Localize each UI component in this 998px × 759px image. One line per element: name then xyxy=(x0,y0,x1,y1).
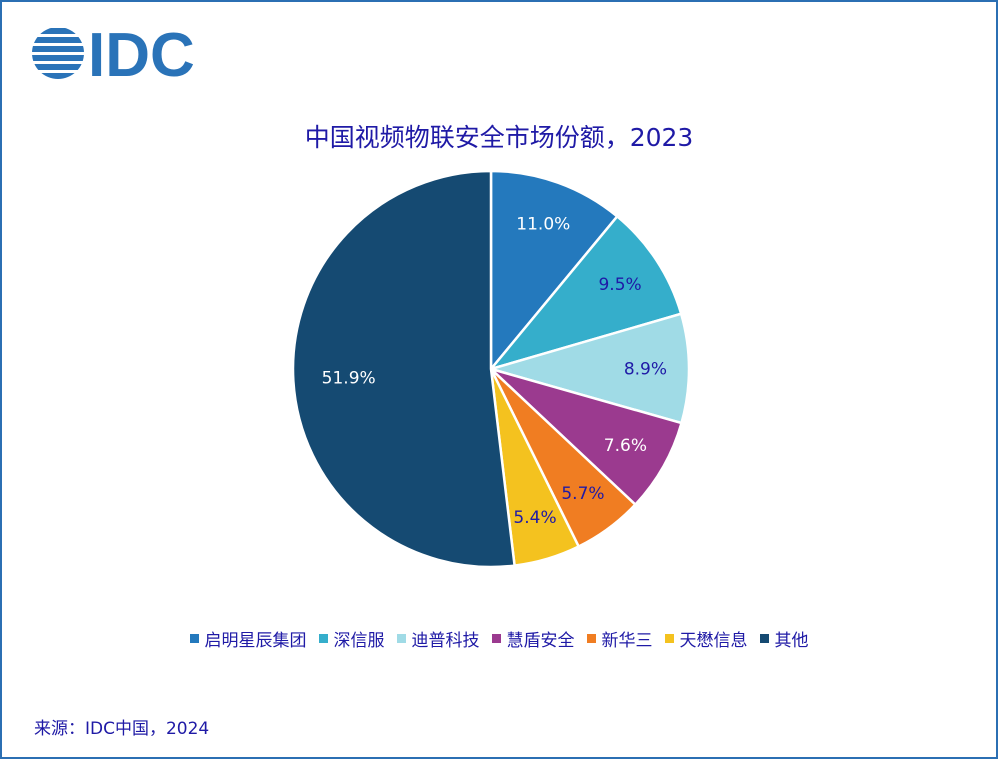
source-note: 来源：IDC中国，2024 xyxy=(34,719,210,739)
legend-label-1: 深信服 xyxy=(333,631,385,651)
globe-icon xyxy=(32,28,84,79)
pie-slice-6 xyxy=(291,169,516,569)
legend-label-6: 其他 xyxy=(774,631,809,651)
legend-label-4: 新华三 xyxy=(601,631,653,651)
idc-logo: IDC xyxy=(32,24,195,82)
logo-text: IDC xyxy=(88,24,195,82)
legend-swatch-2 xyxy=(396,634,406,643)
pie-slice-1 xyxy=(487,214,683,372)
legend-swatch-1 xyxy=(318,634,328,643)
legend-label-0: 启明星辰集团 xyxy=(204,631,307,651)
legend-swatch-3 xyxy=(491,634,501,643)
slice-data-label-5: 5.4% xyxy=(513,508,556,528)
legend-item-1: 深信服 xyxy=(318,626,385,651)
legend-item-0: 启明星辰集团 xyxy=(189,626,307,651)
pie-slice-3 xyxy=(490,367,684,507)
pie-slice-0 xyxy=(489,169,619,373)
legend-label-5: 天懋信息 xyxy=(679,631,748,651)
pie-slice-2 xyxy=(486,312,691,425)
legend-label-2: 迪普科技 xyxy=(411,631,480,651)
legend-swatch-4 xyxy=(586,634,596,643)
legend-label-3: 慧盾安全 xyxy=(506,631,575,651)
slice-data-label-2: 8.9% xyxy=(624,360,667,380)
legend-item-2: 迪普科技 xyxy=(396,626,480,651)
legend-item-4: 新华三 xyxy=(586,626,653,651)
legend-swatch-6 xyxy=(759,634,769,643)
legend-item-3: 慧盾安全 xyxy=(491,626,575,651)
chart-title: 中国视频物联安全市场份额，2023 xyxy=(304,123,694,152)
slice-data-label-4: 5.7% xyxy=(561,484,604,504)
slice-data-label-1: 9.5% xyxy=(598,275,641,295)
legend: 启明星辰集团 深信服 迪普科技 慧盾安全 新华三 天懋信息 其他 xyxy=(0,626,998,651)
slice-data-label-3: 7.6% xyxy=(604,436,647,456)
slice-data-label-6: 51.9% xyxy=(322,369,376,389)
legend-item-5: 天懋信息 xyxy=(664,626,748,651)
slice-data-label-0: 11.0% xyxy=(516,215,570,235)
legend-swatch-0 xyxy=(189,634,199,643)
legend-item-6: 其他 xyxy=(759,626,809,651)
legend-swatch-5 xyxy=(664,634,674,643)
